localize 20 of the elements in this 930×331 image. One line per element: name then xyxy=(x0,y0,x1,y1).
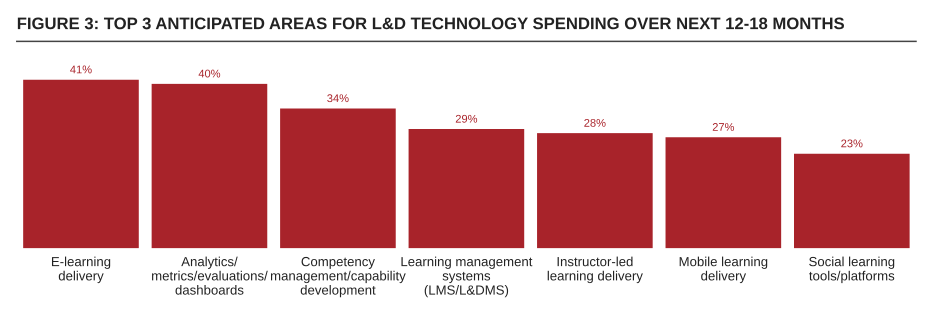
x-tick-label: E-learning delivery xyxy=(52,256,110,284)
chart-title: FIGURE 3: TOP 3 ANTICIPATED AREAS FOR L&D TECHNOLOGY SPENDING OVER NEXT 12-18 MONTHS xyxy=(18,17,844,30)
bar xyxy=(408,129,524,248)
data-label: 34% xyxy=(327,94,349,102)
data-label: 23% xyxy=(841,139,863,148)
bar xyxy=(152,84,268,248)
data-label: 28% xyxy=(584,118,606,127)
data-label: 27% xyxy=(712,123,734,131)
data-label: 41% xyxy=(70,66,92,74)
bar xyxy=(666,137,782,248)
data-label: 40% xyxy=(198,70,220,78)
x-tick-label: Instructor-led learning delivery xyxy=(548,256,643,284)
bar xyxy=(23,80,139,248)
x-tick-label: Mobile learning delivery xyxy=(680,256,768,284)
bar xyxy=(537,133,653,248)
data-label: 29% xyxy=(456,114,478,123)
x-tick-label: Social learning tools/platforms xyxy=(809,256,894,284)
bar xyxy=(794,154,910,248)
bar xyxy=(280,108,396,248)
x-tick-label: Analytics/ metrics/evaluations/ dashboards xyxy=(152,256,268,295)
